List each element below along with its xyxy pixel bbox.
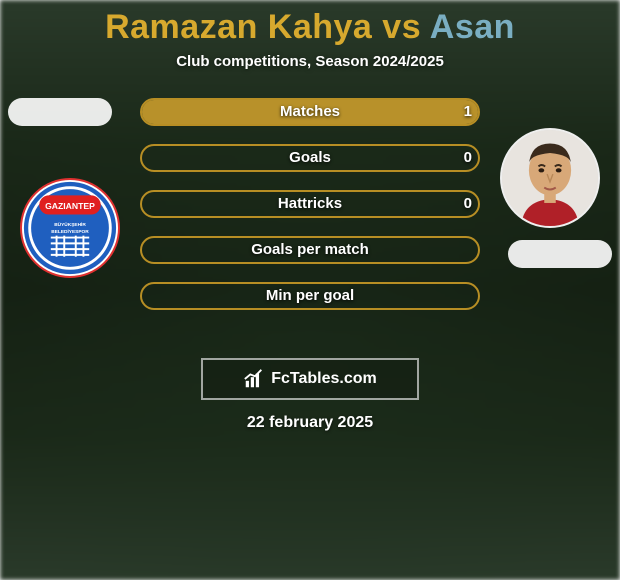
chart-icon	[243, 368, 265, 390]
date-text: 22 february 2025	[0, 414, 620, 432]
club-pill-right	[508, 240, 612, 268]
player-avatar-icon	[502, 130, 598, 226]
stat-bars: Matches1Goals0Hattricks0Goals per matchM…	[140, 98, 480, 310]
stat-bar: Hattricks0	[140, 190, 480, 218]
title-player-b: Asan	[430, 8, 515, 46]
page-title: Ramazan Kahya vs Asan	[0, 8, 620, 47]
stat-bar: Min per goal	[140, 282, 480, 310]
title-player-a: Ramazan Kahya	[105, 8, 372, 46]
stat-label: Hattricks	[142, 192, 478, 216]
club-pill-left	[8, 98, 112, 126]
stat-label: Goals	[142, 146, 478, 170]
subtitle: Club competitions, Season 2024/2025	[0, 53, 620, 70]
stat-value-b: 0	[464, 192, 472, 216]
stat-label: Matches	[142, 100, 478, 124]
stat-label: Min per goal	[142, 284, 478, 308]
stat-value-b: 1	[464, 100, 472, 124]
svg-text:GAZIANTEP: GAZIANTEP	[45, 201, 95, 211]
title-vs: vs	[372, 8, 429, 46]
brand-text: FcTables.com	[271, 370, 377, 388]
player-photo-right	[500, 128, 600, 228]
gaziantep-badge-icon: GAZIANTEP BÜYÜKŞEHİR BELEDİYESPOR	[22, 180, 118, 276]
stat-bar: Goals per match	[140, 236, 480, 264]
stat-label: Goals per match	[142, 238, 478, 262]
stat-value-b: 0	[464, 146, 472, 170]
comparison-card: Ramazan Kahya vs Asan Club competitions,…	[0, 0, 620, 580]
brand-badge[interactable]: FcTables.com	[201, 358, 419, 400]
club-logo-left: GAZIANTEP BÜYÜKŞEHİR BELEDİYESPOR	[20, 178, 120, 278]
stat-bar: Goals0	[140, 144, 480, 172]
stat-bar: Matches1	[140, 98, 480, 126]
comparison-arena: GAZIANTEP BÜYÜKŞEHİR BELEDİYESPOR	[0, 98, 620, 338]
